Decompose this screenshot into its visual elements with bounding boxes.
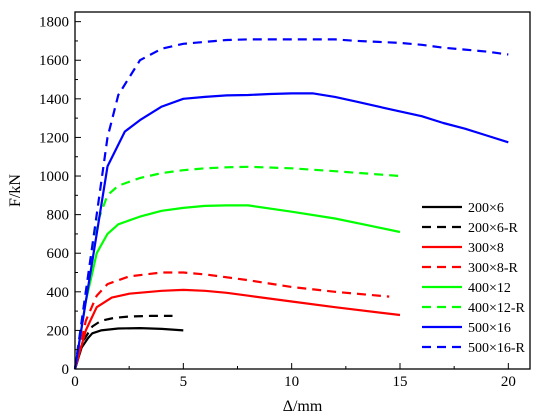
y-tick-label: 200 xyxy=(47,323,70,339)
legend-label-3: 300×8-R xyxy=(468,261,519,276)
x-tick-label: 15 xyxy=(393,374,408,390)
y-tick-label: 1800 xyxy=(39,15,69,31)
x-tick-label: 0 xyxy=(71,374,79,390)
y-tick-label: 400 xyxy=(47,285,70,301)
legend-label-0: 200×6 xyxy=(468,201,504,216)
x-tick-label: 20 xyxy=(501,374,516,390)
series-line-5 xyxy=(73,165,401,370)
legend-label-7: 500×16-R xyxy=(468,341,526,356)
y-tick-label: 1400 xyxy=(39,92,69,108)
y-tick-label: 1200 xyxy=(39,130,69,146)
legend-label-4: 400×12 xyxy=(468,281,511,296)
legend-label-5: 400×12-R xyxy=(468,301,526,316)
series-line-2 xyxy=(73,288,401,370)
legend-label-2: 300×8 xyxy=(468,241,504,256)
axes-group: 0 5 10 15 2002004006008001000120014001600180… xyxy=(39,11,531,390)
series-line-1 xyxy=(73,314,173,370)
legend-label-1: 200×6-R xyxy=(468,221,519,236)
y-tick-label: 1600 xyxy=(39,53,69,69)
y-tick-label: 800 xyxy=(47,208,70,224)
series-line-0 xyxy=(73,327,184,370)
legend: 200×6 200×6-R 300×8 300×8-R 400×12 400×12-R 50… xyxy=(422,201,526,356)
x-tick-label: 10 xyxy=(284,374,299,390)
x-axis-title: Δ/mm xyxy=(283,398,323,415)
series-line-6 xyxy=(73,92,509,370)
x-tick-label: 5 xyxy=(180,374,188,390)
plot-frame xyxy=(74,11,531,370)
y-tick-label: 600 xyxy=(47,246,70,262)
legend-label-6: 500×16 xyxy=(468,321,511,336)
series-line-3 xyxy=(73,271,390,370)
series-line-7 xyxy=(73,38,509,370)
series-group xyxy=(73,38,509,370)
y-tick-label: 0 xyxy=(62,362,70,378)
y-tick-label: 1000 xyxy=(39,169,69,185)
series-line-4 xyxy=(73,204,401,370)
y-axis-title: F/kN xyxy=(7,174,24,207)
